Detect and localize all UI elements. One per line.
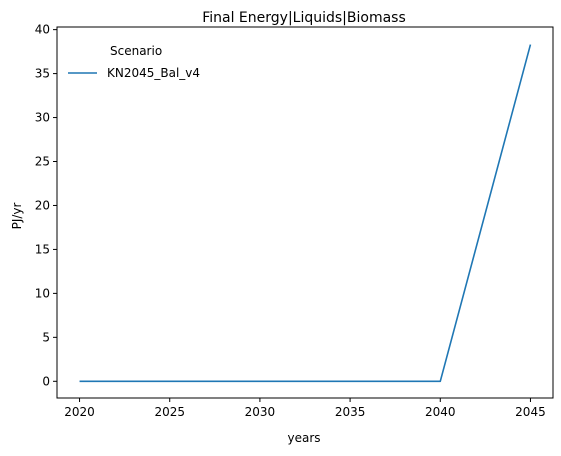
y-axis: 0 5 10 15 20 25 30 35 40: [35, 23, 57, 388]
plot-frame: [56, 26, 554, 399]
chart-title: Final Energy|Liquids|Biomass: [202, 10, 406, 26]
x-tick-label-2030: 2030: [245, 405, 276, 419]
y-tick-label-35: 35: [35, 67, 50, 81]
x-tick-label-2040: 2040: [425, 405, 456, 419]
y-tick-label-5: 5: [42, 330, 50, 344]
y-tick-label-25: 25: [35, 155, 50, 169]
legend: Scenario KN2045_Bal_v4: [68, 44, 200, 80]
y-axis-label: PJ/yr: [10, 203, 24, 230]
legend-entry-label: KN2045_Bal_v4: [107, 66, 200, 80]
series-line-0: [79, 44, 532, 383]
y-tick-label-0: 0: [42, 374, 50, 388]
x-axis: 2020 2025 2030 2035 2040 2045: [64, 398, 546, 419]
x-axis-label: years: [287, 431, 320, 445]
y-tick-label-10: 10: [35, 286, 50, 300]
y-tick-label-20: 20: [35, 198, 50, 212]
x-tick-label-2020: 2020: [64, 405, 95, 419]
legend-title: Scenario: [110, 44, 162, 58]
y-tick-label-15: 15: [35, 242, 50, 256]
x-tick-label-2045: 2045: [515, 405, 546, 419]
x-tick-label-2035: 2035: [335, 405, 366, 419]
y-tick-label-30: 30: [35, 111, 50, 125]
x-tick-label-2025: 2025: [154, 405, 185, 419]
series-layer: [79, 44, 532, 383]
plot-area: [56, 26, 554, 399]
y-tick-label-40: 40: [35, 23, 50, 37]
